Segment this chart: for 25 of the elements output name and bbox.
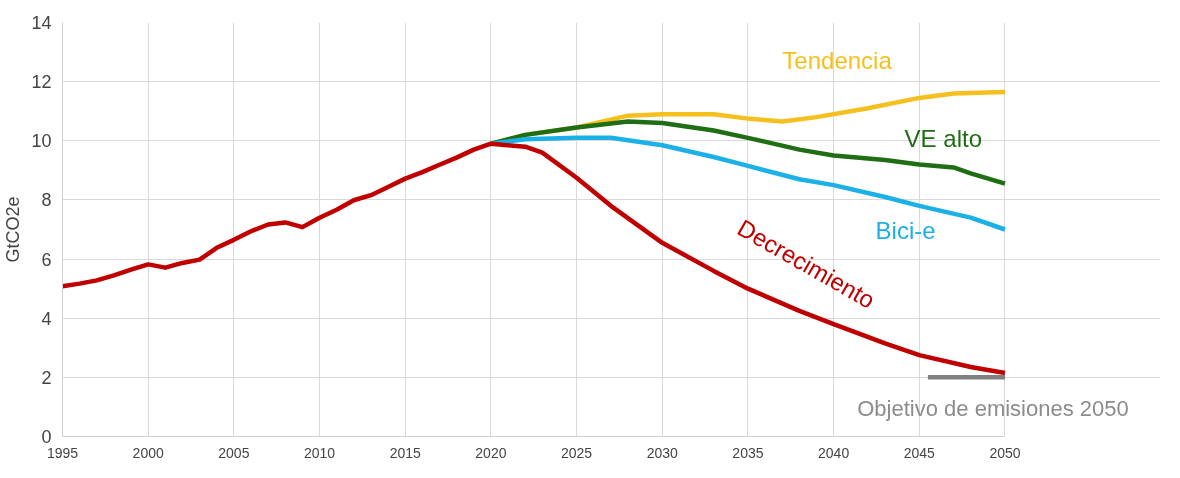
x-tick-label: 2020 — [475, 444, 507, 461]
series-label: Objetivo de emisiones 2050 — [857, 395, 1129, 421]
y-tick-label: 14 — [31, 13, 52, 33]
series-label: Tendencia — [782, 47, 893, 75]
y-tick-label: 6 — [41, 249, 52, 270]
x-tick-label: 2000 — [132, 444, 164, 461]
x-tick-label: 2040 — [818, 444, 850, 461]
x-tick-label: 2050 — [989, 444, 1021, 461]
x-tick-label: 2025 — [561, 444, 593, 461]
y-tick-label: 2 — [41, 367, 52, 388]
x-tick-label: 2035 — [732, 444, 764, 461]
y-axis-title: GtCO2e — [3, 196, 24, 263]
x-tick-label: 2005 — [218, 444, 250, 461]
y-tick-label: 0 — [41, 427, 52, 447]
series-label: VE alto — [904, 125, 982, 153]
x-tick-label: 1995 — [46, 444, 79, 461]
x-tick-label: 2030 — [646, 444, 679, 461]
x-tick-label: 2015 — [389, 444, 422, 461]
x-tick-label: 2045 — [903, 444, 936, 461]
series-label: Bici-e — [875, 217, 936, 245]
x-tick-label: 2010 — [303, 444, 336, 461]
y-tick-label: 4 — [41, 308, 52, 329]
y-tick-label: 10 — [31, 131, 52, 152]
y-tick-label: 8 — [41, 190, 52, 211]
y-tick-label: 12 — [31, 72, 52, 93]
